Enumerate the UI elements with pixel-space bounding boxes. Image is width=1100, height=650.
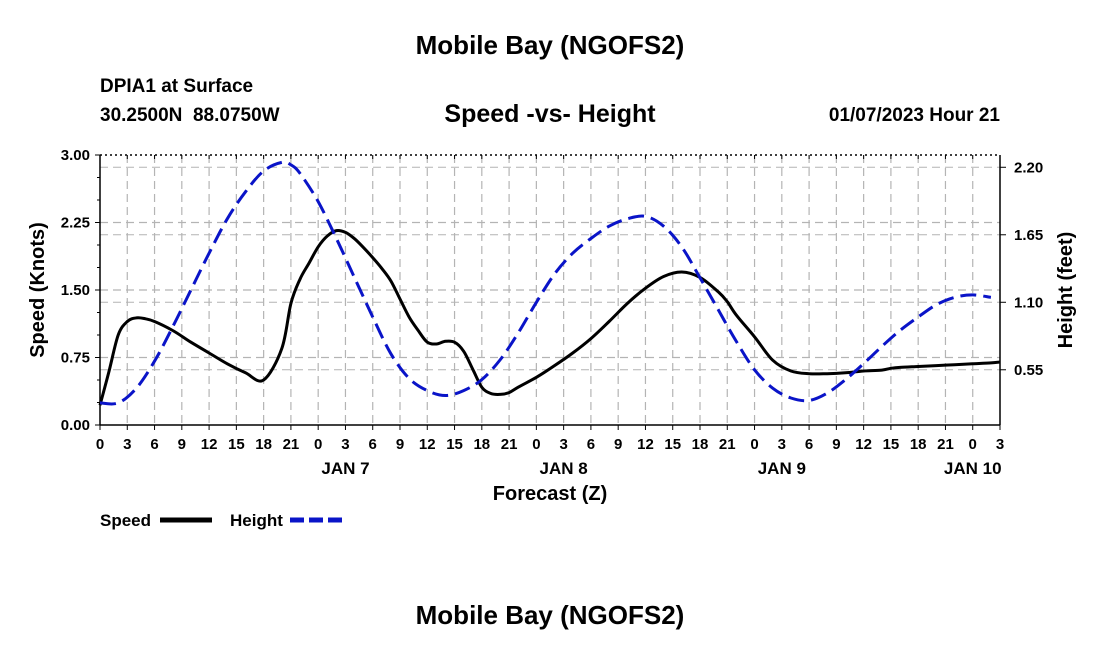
x-tick-label: 3 — [996, 436, 1004, 453]
station-coordinates: 30.2500N 88.0750W — [100, 105, 280, 126]
x-tick-label: 6 — [369, 436, 377, 453]
y2-tick-label: 0.55 — [1014, 362, 1043, 379]
y-tick-label: 3.00 — [61, 147, 90, 164]
x-tick-label: 6 — [150, 436, 158, 453]
x-tick-label: 15 — [664, 436, 681, 453]
x-tick-label: 0 — [532, 436, 540, 453]
series-layer — [98, 160, 1001, 406]
day-label: JAN 7 — [321, 459, 369, 478]
x-tick-label: 18 — [910, 436, 927, 453]
y2-tick-label: 2.20 — [1014, 159, 1043, 176]
forecast-datetime: 01/07/2023 Hour 21 — [828, 105, 1000, 126]
x-tick-label: 18 — [255, 436, 272, 453]
axis-labels: Forecast (Z) Speed (Knots) Height (feet) — [27, 222, 1077, 505]
x-tick-label: 18 — [473, 436, 490, 453]
y-axis-label: Speed (Knots) — [27, 222, 49, 358]
legend: Speed Height — [100, 511, 342, 530]
x-tick-label: 9 — [178, 436, 186, 453]
x-tick-label: 15 — [446, 436, 463, 453]
x-tick-label: 21 — [937, 436, 954, 453]
legend-speed-label: Speed — [100, 511, 151, 530]
x-tick-label: 6 — [805, 436, 813, 453]
footer-title: Mobile Bay (NGOFS2) — [415, 600, 685, 630]
y2-tick-label: 1.10 — [1014, 294, 1043, 311]
x-tick-label: 0 — [750, 436, 758, 453]
x-tick-label: 0 — [969, 436, 977, 453]
station-name: DPIA1 at Surface — [100, 76, 254, 97]
x-tick-label: 3 — [341, 436, 349, 453]
x-tick-label: 15 — [228, 436, 245, 453]
y2-axis-label: Height (feet) — [1055, 232, 1077, 349]
axes: 0 3 6 9 12 15 18 21 0 3 6 9 12 15 18 21 0 3 6 9 12 15 18 21 0 3 6 9… — [61, 147, 1043, 478]
y-tick-label: 0.00 — [61, 417, 90, 434]
x-tick-label: 12 — [855, 436, 872, 453]
x-tick-label: 3 — [778, 436, 786, 453]
page-title: Mobile Bay (NGOFS2) — [415, 30, 685, 60]
x-tick-label: 3 — [123, 436, 131, 453]
grid — [100, 155, 1000, 425]
x-tick-label: 0 — [314, 436, 322, 453]
x-tick-label: 9 — [832, 436, 840, 453]
x-tick-label: 18 — [692, 436, 709, 453]
x-tick-label: 0 — [96, 436, 104, 453]
height-series-line — [99, 160, 992, 406]
y-tick-label: 2.25 — [61, 215, 90, 232]
day-label: JAN 9 — [758, 459, 806, 478]
y-tick-label: 0.75 — [61, 350, 90, 367]
x-tick-label: 12 — [419, 436, 436, 453]
x-tick-label: 21 — [501, 436, 518, 453]
x-tick-label: 6 — [587, 436, 595, 453]
x-tick-label: 15 — [883, 436, 900, 453]
y2-tick-label: 1.65 — [1014, 227, 1043, 244]
y-tick-label: 1.50 — [61, 282, 90, 299]
x-axis-label: Forecast (Z) — [493, 483, 607, 505]
x-tick-label: 12 — [637, 436, 654, 453]
chart-subtitle: Speed -vs- Height — [444, 100, 656, 128]
x-tick-label: 12 — [201, 436, 218, 453]
x-tick-label: 9 — [396, 436, 404, 453]
x-tick-label: 3 — [559, 436, 567, 453]
legend-height-label: Height — [230, 511, 283, 530]
speed-series-line — [98, 228, 1001, 406]
x-tick-label: 9 — [614, 436, 622, 453]
day-label: JAN 10 — [944, 459, 1002, 478]
x-tick-label: 21 — [719, 436, 736, 453]
x-tick-label: 21 — [283, 436, 300, 453]
day-label: JAN 8 — [540, 459, 588, 478]
